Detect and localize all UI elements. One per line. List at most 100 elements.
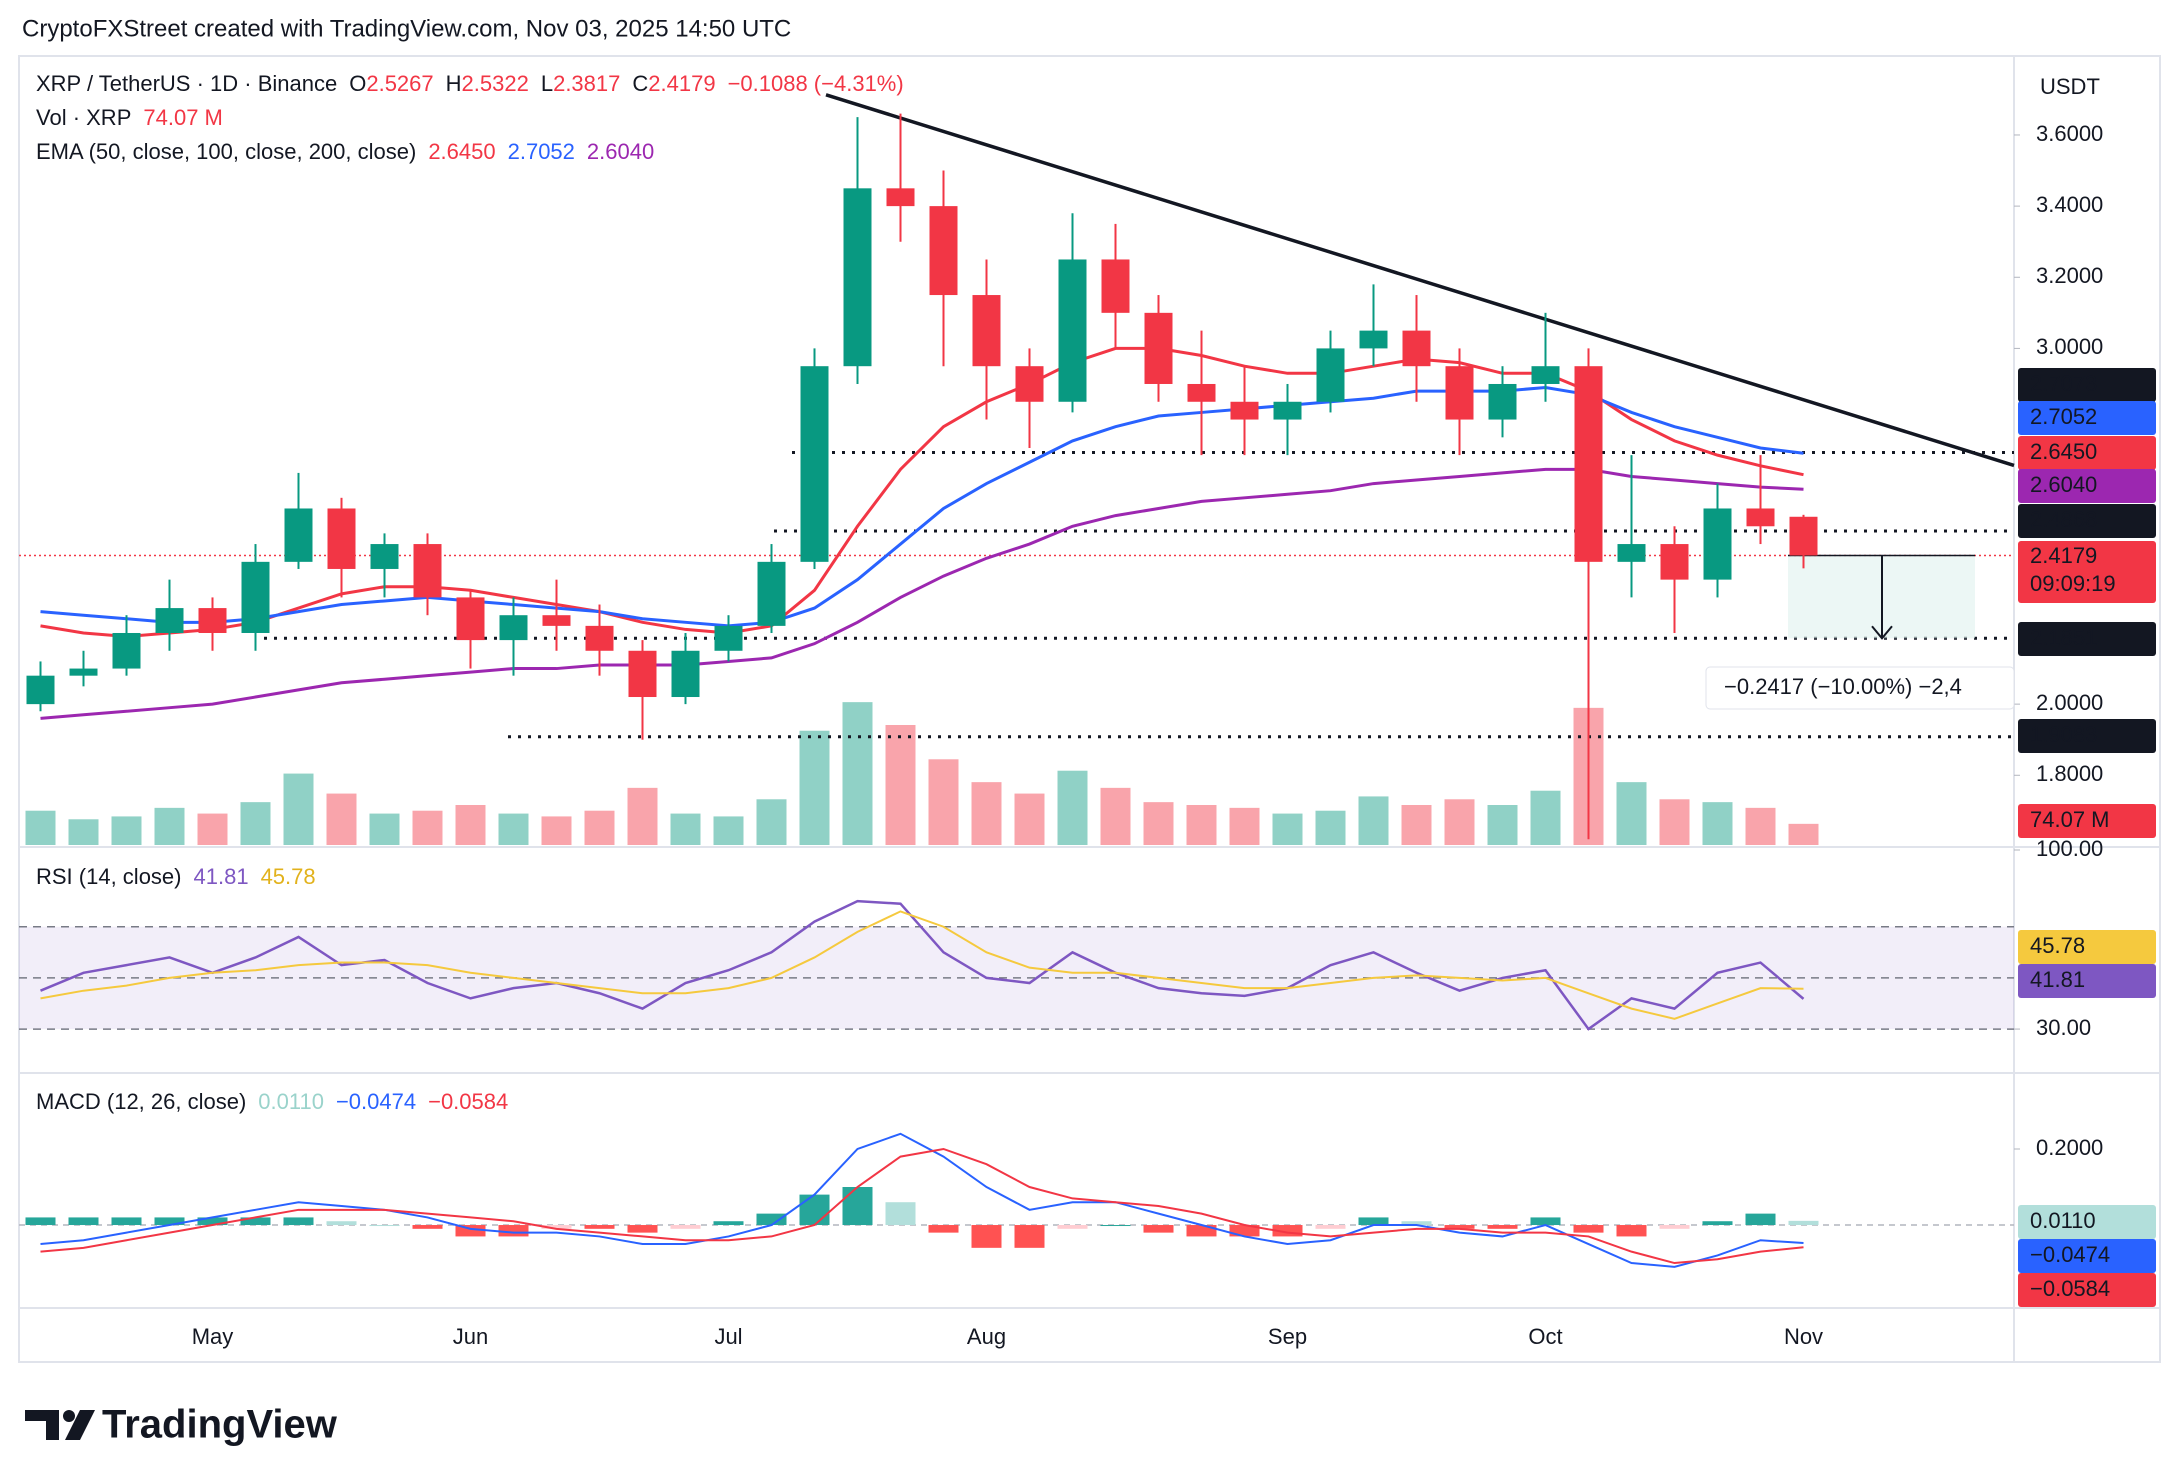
logo-mark bbox=[25, 1410, 59, 1440]
x-tick-label: Jul bbox=[714, 1324, 742, 1349]
candle-body bbox=[370, 544, 399, 569]
candle-body bbox=[972, 295, 1001, 367]
legend-item: O bbox=[349, 71, 366, 96]
candle-body bbox=[1789, 516, 1818, 556]
macd-histogram-bar bbox=[1186, 1225, 1217, 1237]
candle-body bbox=[327, 508, 356, 569]
macd-histogram-bar bbox=[455, 1225, 486, 1237]
candle-body bbox=[499, 615, 528, 641]
volume-bar bbox=[197, 813, 228, 845]
axis-tag-label: 2.6040 bbox=[2030, 472, 2097, 497]
volume-bar bbox=[154, 807, 185, 845]
axis-tag bbox=[2018, 541, 2156, 603]
macd-histogram-bar bbox=[326, 1221, 357, 1226]
credit: CryptoFXStreet created with TradingView.… bbox=[22, 15, 791, 42]
axis-tag-label: 45.78 bbox=[2030, 933, 2085, 958]
candle-body bbox=[1445, 366, 1474, 420]
candle-body bbox=[757, 561, 786, 626]
macd-histogram-bar bbox=[369, 1225, 400, 1227]
volume-bar bbox=[1358, 796, 1389, 845]
macd-histogram-bar bbox=[1358, 1217, 1389, 1226]
macd-histogram-bar bbox=[842, 1187, 873, 1226]
volume-bar bbox=[412, 810, 443, 845]
macd-histogram-bar bbox=[1702, 1221, 1733, 1226]
candle-body bbox=[241, 561, 270, 633]
candle-body bbox=[1617, 544, 1646, 562]
legend-item: MACD (12, 26, close) bbox=[36, 1089, 246, 1114]
candle-body bbox=[1230, 401, 1259, 420]
currency: USDT bbox=[2040, 74, 2100, 99]
candle-body bbox=[1660, 544, 1689, 580]
legend: XRP / TetherUS · 1D · Binance O2.5267 H2.5… bbox=[36, 71, 904, 96]
volume-bar bbox=[1100, 787, 1131, 845]
candle-body bbox=[456, 597, 485, 641]
volume-bar bbox=[1315, 810, 1346, 845]
x-tick-label: May bbox=[192, 1324, 234, 1349]
legend: EMA (50, close, 100, close, 200, close) 2… bbox=[36, 139, 654, 164]
volume-bar bbox=[670, 813, 701, 845]
macd-histogram-bar bbox=[1100, 1225, 1131, 1227]
candle-body bbox=[1316, 348, 1345, 402]
y-tick-label: 3.4000 bbox=[2036, 192, 2103, 217]
macd-histogram-bar bbox=[1229, 1225, 1260, 1237]
macd-histogram-bar bbox=[756, 1213, 787, 1226]
volume-bar bbox=[756, 799, 787, 845]
candle-body bbox=[628, 650, 657, 698]
chart-frame bbox=[18, 55, 2161, 1363]
macd-histogram-bar bbox=[240, 1217, 271, 1226]
axis-tag bbox=[2018, 1273, 2156, 1307]
axis-tag-label: 2.6450 bbox=[2030, 439, 2097, 464]
axis-tag bbox=[2018, 964, 2156, 998]
ema-line bbox=[40, 346, 1804, 639]
axis-tag-label: −0.0584 bbox=[2030, 1276, 2110, 1301]
y-tick-label: 1.8000 bbox=[2036, 761, 2103, 786]
volume-bar bbox=[283, 773, 314, 845]
volume-bar bbox=[498, 813, 529, 845]
macd-histogram-bar bbox=[1573, 1225, 1604, 1233]
y-tick-label: 30.00 bbox=[2036, 1015, 2091, 1040]
axis-tag-label: 74.07 M bbox=[2030, 807, 2110, 832]
macd-histogram-bar bbox=[1014, 1225, 1045, 1248]
legend-item: 2.5267 bbox=[366, 71, 433, 96]
candle-body bbox=[1531, 366, 1560, 384]
axis-tag bbox=[2018, 401, 2156, 435]
legend: Vol · XRP 74.07 M bbox=[36, 105, 223, 130]
candle-body bbox=[886, 188, 915, 207]
candle-body bbox=[843, 188, 872, 367]
axis-tag-label: 1.9083 bbox=[2030, 722, 2097, 747]
macd-histogram-bar bbox=[1530, 1217, 1561, 1226]
macd-histogram-bar bbox=[498, 1225, 529, 1237]
macd-histogram-bar bbox=[1057, 1225, 1088, 1229]
macd-histogram-bar bbox=[111, 1217, 142, 1226]
axis-tag-label: 41.81 bbox=[2030, 967, 2085, 992]
volume-bar bbox=[25, 810, 56, 845]
candle-body bbox=[69, 668, 98, 676]
legend-item: 2.6040 bbox=[587, 139, 654, 164]
volume-bar bbox=[1530, 790, 1561, 845]
volume-bar bbox=[799, 730, 830, 845]
macd-histogram-bar bbox=[541, 1225, 572, 1229]
y-tick-label: 100.00 bbox=[2036, 836, 2103, 861]
legend-item: 2.4179 bbox=[648, 71, 715, 96]
legend-item: EMA (50, close, 100, close, 200, close) bbox=[36, 139, 416, 164]
volume-bar bbox=[584, 810, 615, 845]
candle-body bbox=[198, 608, 227, 633]
y-tick-label: 3.2000 bbox=[2036, 263, 2103, 288]
axis-tag bbox=[2018, 368, 2156, 402]
macd-histogram-bar bbox=[25, 1217, 56, 1226]
axis-tag bbox=[2018, 436, 2156, 470]
volume-bar bbox=[68, 819, 99, 845]
candle-body bbox=[1359, 330, 1388, 349]
x-tick-label: Jun bbox=[453, 1324, 488, 1349]
legend-item: 41.81 bbox=[194, 864, 249, 889]
volume-bar bbox=[326, 793, 357, 845]
macd-histogram-bar bbox=[1659, 1225, 1690, 1229]
candle-body bbox=[671, 650, 700, 698]
candle-body bbox=[112, 632, 141, 669]
macd-histogram-bar bbox=[1315, 1225, 1346, 1229]
volume-bar bbox=[1229, 807, 1260, 845]
axis-tag-label: 2.7073 bbox=[2030, 371, 2097, 396]
macd-histogram-bar bbox=[154, 1217, 185, 1226]
volume-bar bbox=[1745, 807, 1776, 845]
